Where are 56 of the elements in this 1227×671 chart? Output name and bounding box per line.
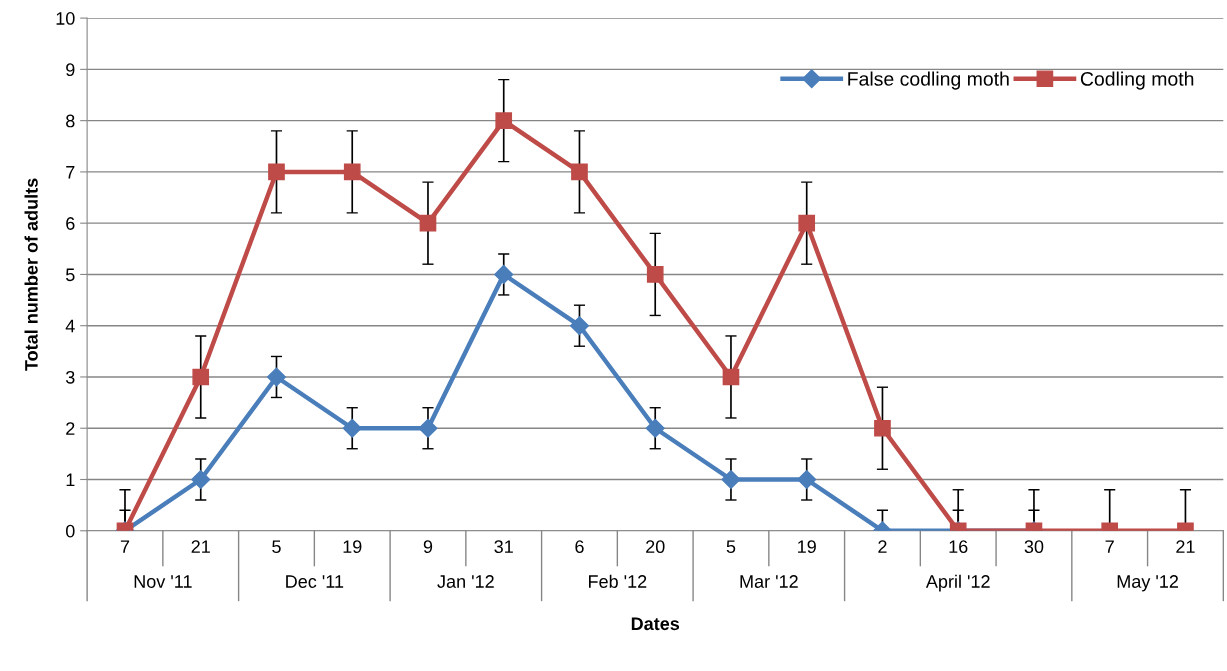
y-tick-label: 2 [66, 422, 75, 435]
x-tick-label: 21 [1176, 540, 1195, 553]
legend-label: Codling moth [1080, 71, 1194, 90]
y-axis-title: Total number of adults [24, 178, 38, 371]
x-tick-label: 2 [878, 540, 887, 553]
x-tick-label: 7 [120, 540, 130, 553]
point [342, 418, 362, 438]
point [343, 163, 361, 181]
y-tick-label: 7 [66, 166, 75, 179]
legend-label: False codling moth [848, 71, 1009, 90]
y-tick-label: 5 [65, 268, 75, 282]
point [266, 367, 287, 387]
y-tick-label: 4 [65, 319, 75, 333]
text: Jan '12 [437, 575, 494, 588]
x-tick-label: 16 [949, 540, 968, 554]
x-axis-title: Dates [631, 617, 680, 631]
point [721, 469, 741, 490]
point [571, 163, 588, 181]
x-tick-label: 21 [191, 540, 210, 553]
point [268, 163, 285, 181]
text: Dec '11 [286, 575, 344, 588]
x-tick-label: 31 [494, 540, 513, 554]
x-tick-label: 20 [646, 540, 665, 554]
x-tick-label: 5 [272, 540, 281, 554]
text: April '12 [925, 574, 990, 592]
x-tick-label: 7 [1105, 540, 1114, 553]
x-tick-label: 19 [343, 540, 362, 554]
point [494, 264, 514, 284]
point [646, 266, 664, 283]
y-tick-label: 1 [66, 473, 75, 487]
point [419, 214, 437, 232]
y-tick-label: 8 [66, 114, 75, 128]
point [495, 112, 513, 129]
text: May '12 [1117, 575, 1178, 592]
x-tick-label: 9 [423, 540, 433, 554]
x-tick-label: 6 [575, 540, 584, 554]
y-tick-label: 0 [65, 524, 75, 538]
point [192, 368, 210, 386]
y-tick-label: 10 [56, 12, 75, 25]
y-tick-label: 3 [65, 370, 75, 384]
point [418, 418, 438, 438]
point [645, 418, 665, 438]
x-tick-label: 30 [1024, 540, 1044, 554]
text: Feb '12 [589, 574, 647, 588]
point [191, 469, 211, 490]
point [722, 368, 740, 386]
x-tick-label: 19 [798, 540, 816, 554]
point [797, 469, 817, 490]
point [569, 316, 590, 336]
point [874, 419, 891, 437]
y-tick-label: 9 [66, 63, 75, 77]
point [798, 214, 816, 232]
text: Nov '11 [134, 575, 192, 588]
text: Mar '12 [740, 575, 798, 588]
x-tick-label: 5 [726, 540, 736, 554]
y-tick-label: 6 [66, 217, 75, 230]
